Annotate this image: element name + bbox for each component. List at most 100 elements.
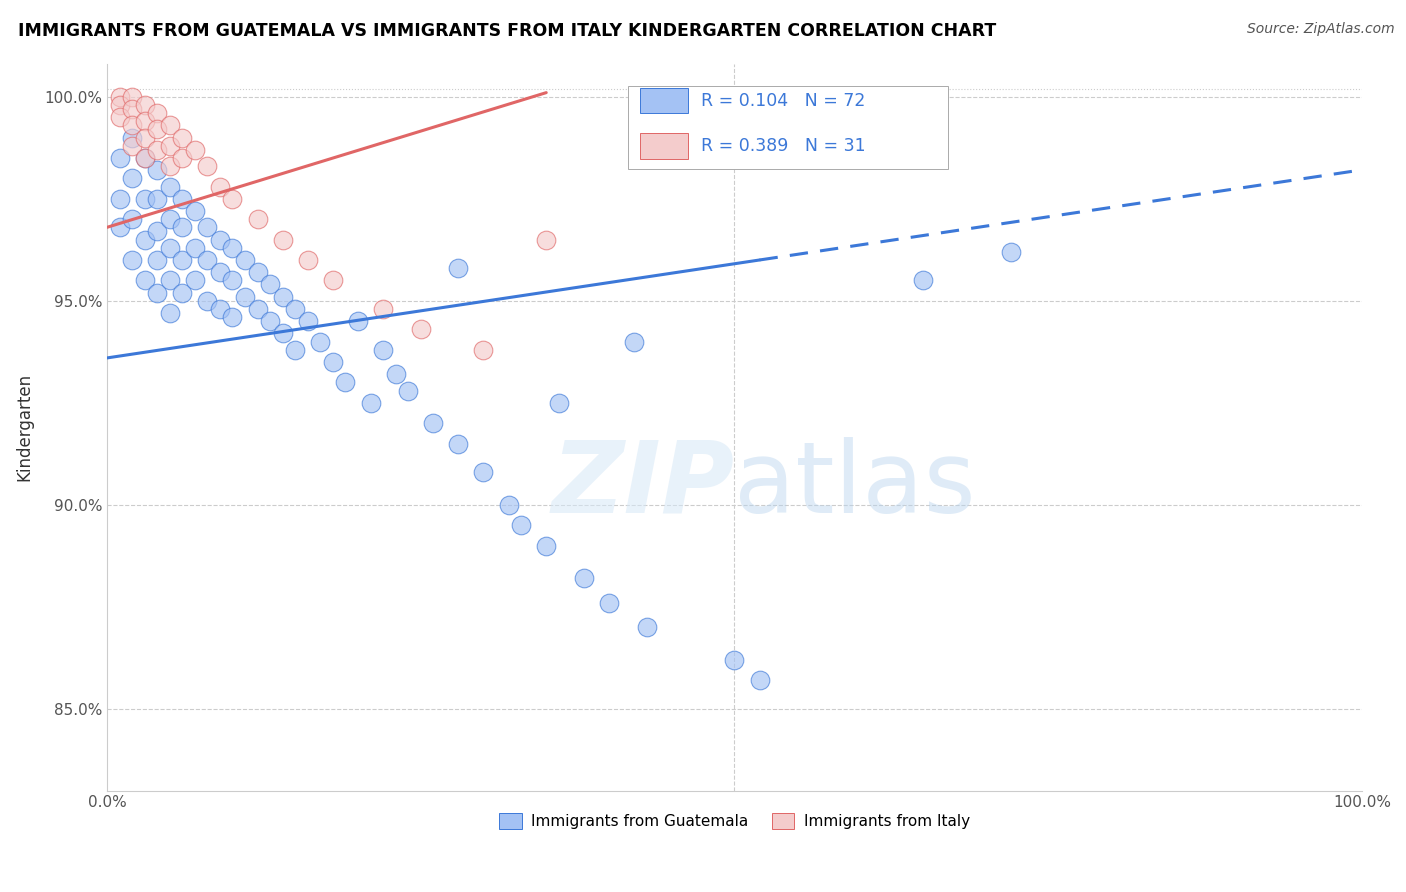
Point (146, 192, 169, 206)
Point (121, 118, 143, 132)
Point (271, 290, 294, 304)
Y-axis label: Kindergarten: Kindergarten (15, 373, 32, 482)
Point (221, 241, 243, 255)
Point (121, 130, 143, 145)
Point (146, 224, 169, 238)
Point (172, 130, 194, 145)
Point (108, 151, 131, 165)
Point (184, 143, 207, 157)
Point (309, 334, 332, 349)
Point (208, 179, 231, 194)
Point (121, 89, 143, 103)
Point (172, 285, 194, 300)
Point (447, 261, 470, 276)
Point (536, 233, 558, 247)
Point (221, 192, 243, 206)
Point (146, 252, 169, 267)
Point (335, 376, 357, 390)
Text: Source: ZipAtlas.com: Source: ZipAtlas.com (1247, 22, 1395, 37)
Point (134, 151, 156, 165)
Point (510, 518, 533, 533)
Point (134, 130, 156, 145)
Bar (640, 87, 688, 113)
Point (384, 368, 406, 382)
Point (259, 277, 281, 292)
Point (172, 220, 194, 235)
Point (233, 290, 256, 304)
Point (297, 252, 319, 267)
Point (172, 192, 194, 206)
Point (121, 212, 143, 227)
Point (159, 241, 181, 255)
Point (498, 498, 520, 512)
Point (911, 273, 934, 287)
Point (159, 179, 181, 194)
Text: IMMIGRANTS FROM GUATEMALA VS IMMIGRANTS FROM ITALY KINDERGARTEN CORRELATION CHAR: IMMIGRANTS FROM GUATEMALA VS IMMIGRANTS … (18, 22, 997, 40)
Point (134, 273, 156, 287)
Point (246, 301, 269, 316)
Point (108, 98, 131, 112)
Point (409, 322, 432, 336)
Point (623, 334, 645, 349)
Point (297, 314, 319, 328)
Point (271, 326, 294, 341)
Point (172, 151, 194, 165)
Point (134, 192, 156, 206)
Point (347, 314, 370, 328)
Point (159, 212, 181, 227)
Point (184, 204, 207, 219)
Point (536, 539, 558, 553)
Legend: Immigrants from Guatemala, Immigrants from Italy: Immigrants from Guatemala, Immigrants fr… (494, 807, 976, 835)
Point (121, 138, 143, 153)
Point (371, 343, 394, 357)
Point (184, 241, 207, 255)
Point (159, 306, 181, 320)
Bar (640, 133, 688, 159)
Point (195, 252, 218, 267)
Point (195, 220, 218, 235)
Point (360, 396, 382, 410)
Point (146, 143, 169, 157)
Point (271, 233, 294, 247)
Point (134, 114, 156, 128)
Point (208, 265, 231, 279)
Point (284, 343, 307, 357)
Point (134, 233, 156, 247)
Point (472, 465, 495, 479)
Text: R = 0.389   N = 31: R = 0.389 N = 31 (700, 137, 865, 155)
Point (108, 89, 131, 103)
Point (172, 252, 194, 267)
Point (108, 192, 131, 206)
Point (246, 212, 269, 227)
Point (259, 314, 281, 328)
Point (221, 310, 243, 325)
Point (636, 620, 658, 634)
Point (322, 273, 344, 287)
Point (121, 252, 143, 267)
Point (146, 106, 169, 120)
Text: ZIP: ZIP (551, 437, 734, 534)
Point (134, 98, 156, 112)
Point (195, 159, 218, 173)
FancyBboxPatch shape (628, 86, 948, 169)
Point (1000, 244, 1022, 259)
Point (108, 220, 131, 235)
Point (159, 138, 181, 153)
Point (121, 102, 143, 116)
Point (447, 436, 470, 450)
Point (723, 653, 745, 667)
Text: atlas: atlas (734, 437, 976, 534)
Point (422, 416, 444, 430)
Point (322, 355, 344, 369)
Text: R = 0.104   N = 72: R = 0.104 N = 72 (700, 92, 865, 110)
Point (748, 673, 770, 688)
Point (159, 159, 181, 173)
Point (208, 233, 231, 247)
Point (121, 171, 143, 186)
Point (208, 301, 231, 316)
Point (246, 265, 269, 279)
Point (598, 596, 620, 610)
Point (396, 384, 419, 398)
Point (184, 273, 207, 287)
Point (195, 293, 218, 308)
